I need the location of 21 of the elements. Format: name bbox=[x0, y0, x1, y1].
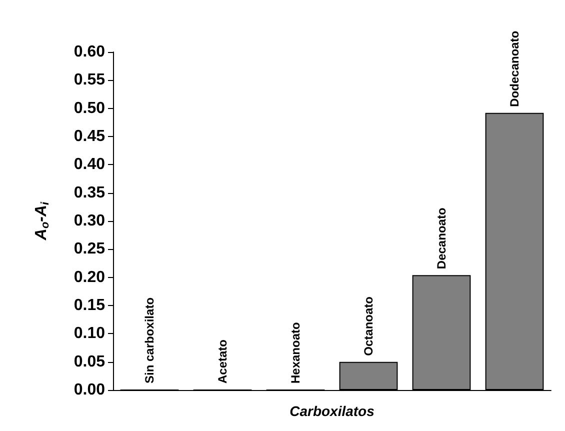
y-tick-label: 0.20 bbox=[74, 268, 106, 286]
y-tick-label: 0.15 bbox=[74, 297, 106, 314]
x-tick-label: Acetato bbox=[216, 339, 230, 384]
y-tick-label: 0.10 bbox=[74, 325, 106, 342]
y-tick-label: 0.55 bbox=[74, 72, 106, 89]
y-tick-label: 0.45 bbox=[74, 128, 106, 145]
x-tick-label: Dodecanoato bbox=[508, 30, 522, 107]
x-tick-label: Hexanoato bbox=[288, 322, 302, 384]
x-axis-title: Carboxilatos bbox=[290, 403, 375, 419]
y-axis-title: Ao-Ai bbox=[33, 200, 52, 242]
x-tick-label: Sin carboxilato bbox=[142, 297, 156, 384]
y-tick-label: 0.05 bbox=[74, 353, 106, 370]
y-tick-label: 0.40 bbox=[74, 156, 106, 174]
y-tick-label: 0.30 bbox=[74, 212, 106, 230]
y-tick-label: 0.25 bbox=[74, 240, 106, 258]
x-tick-label: Decanoato bbox=[434, 208, 448, 270]
y-tick-label: 0.00 bbox=[74, 382, 106, 398]
y-tick-label: 0.50 bbox=[74, 100, 106, 117]
x-tick-label: Octanoato bbox=[362, 296, 376, 356]
y-tick-label: 0.35 bbox=[74, 184, 106, 202]
y-tick-label: 0.60 bbox=[74, 44, 106, 60]
